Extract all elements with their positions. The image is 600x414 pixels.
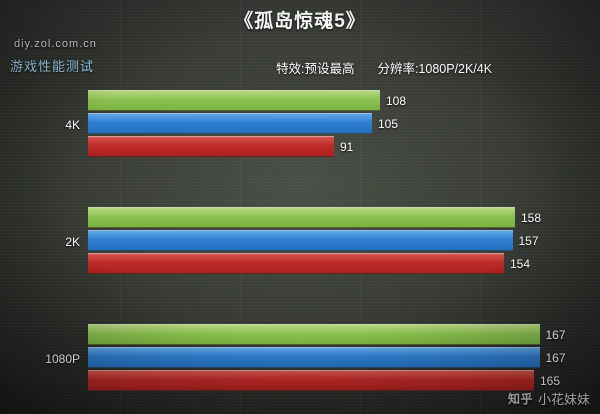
bar-green: 158 (88, 207, 541, 228)
quality-setting: 特效:预设最高 (276, 62, 355, 76)
settings-line: 特效:预设最高 分辨率:1080P/2K/4K (276, 58, 492, 77)
bar-red: 165 (88, 370, 560, 391)
table-row: 165 (88, 370, 588, 391)
chart-title: 《孤岛惊魂5》 (234, 11, 366, 32)
bar-value: 108 (386, 93, 407, 108)
author-watermark: 知乎 小花妹妹 (508, 389, 590, 408)
bar-red: 154 (88, 253, 530, 274)
table-row: 154 (88, 253, 588, 274)
zhihu-logo: 知乎 (507, 392, 533, 406)
bar-group: 4K 108 105 91 (65, 88, 588, 166)
table-row: 108 (88, 90, 588, 111)
chart-subtitle: 游戏性能测试 (10, 59, 95, 74)
table-row: 91 (88, 136, 588, 157)
bar-value: 158 (521, 210, 542, 225)
bar-value: 167 (545, 327, 566, 342)
bar-group: 2K 158 157 154 (65, 205, 588, 283)
bar-value: 154 (510, 256, 531, 271)
plot-area: 4K 108 105 91 2K 158 (45, 88, 588, 408)
bar-blue: 105 (88, 113, 398, 134)
bar-red: 91 (88, 136, 353, 157)
author-name: 小花妹妹 (537, 392, 590, 407)
category-label: 1080P (45, 352, 80, 366)
bar-group: 1080P 167 167 165 (45, 322, 588, 400)
table-row: 158 (88, 207, 588, 228)
category-label: 2K (65, 235, 80, 249)
bar-blue: 157 (88, 230, 539, 251)
category-label: 4K (65, 118, 80, 132)
table-row: 157 (88, 230, 588, 251)
bar-value: 157 (518, 233, 539, 248)
site-watermark: diy.zol.com.cn (14, 38, 97, 50)
bar-green: 167 (88, 324, 566, 345)
table-row: 105 (88, 113, 588, 134)
bar-green: 108 (88, 90, 406, 111)
table-row: 167 (88, 324, 588, 345)
bar-value: 165 (540, 373, 561, 388)
bar-value: 167 (545, 350, 566, 365)
resolution-setting: 分辨率:1080P/2K/4K (377, 62, 493, 76)
bar-value: 91 (340, 139, 354, 154)
bar-blue: 167 (88, 347, 566, 368)
bar-value: 105 (378, 116, 399, 131)
table-row: 167 (88, 347, 588, 368)
